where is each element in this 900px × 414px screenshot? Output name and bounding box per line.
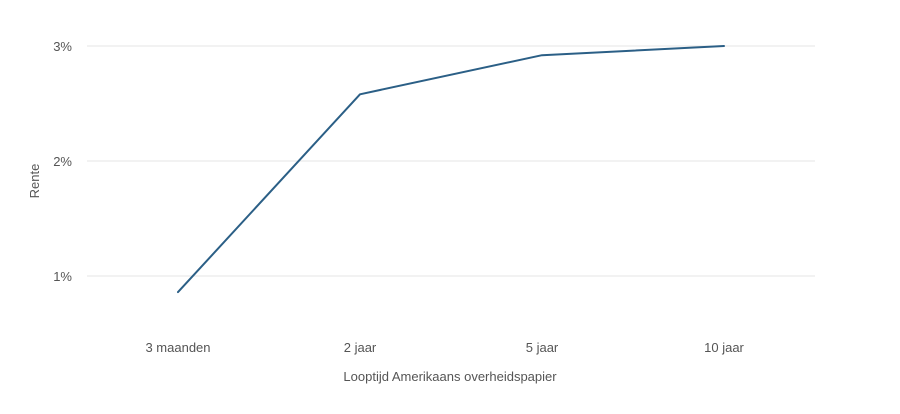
y-tick-label: 2% [53,154,72,169]
y-tick-label: 3% [53,39,72,54]
x-tick-label: 3 maanden [145,340,210,355]
y-tick-label: 1% [53,269,72,284]
y-tick-labels: 1% 2% 3% [53,39,72,284]
x-tick-labels: 3 maanden 2 jaar 5 jaar 10 jaar [145,340,744,355]
x-axis-label: Looptijd Amerikaans overheidspapier [343,369,557,384]
series-line [177,45,725,294]
gridlines [87,45,815,277]
series-group [177,45,725,294]
x-tick-label: 10 jaar [704,340,744,355]
y-axis-label: Rente [27,164,42,199]
x-tick-label: 2 jaar [344,340,377,355]
x-tick-label: 5 jaar [526,340,559,355]
